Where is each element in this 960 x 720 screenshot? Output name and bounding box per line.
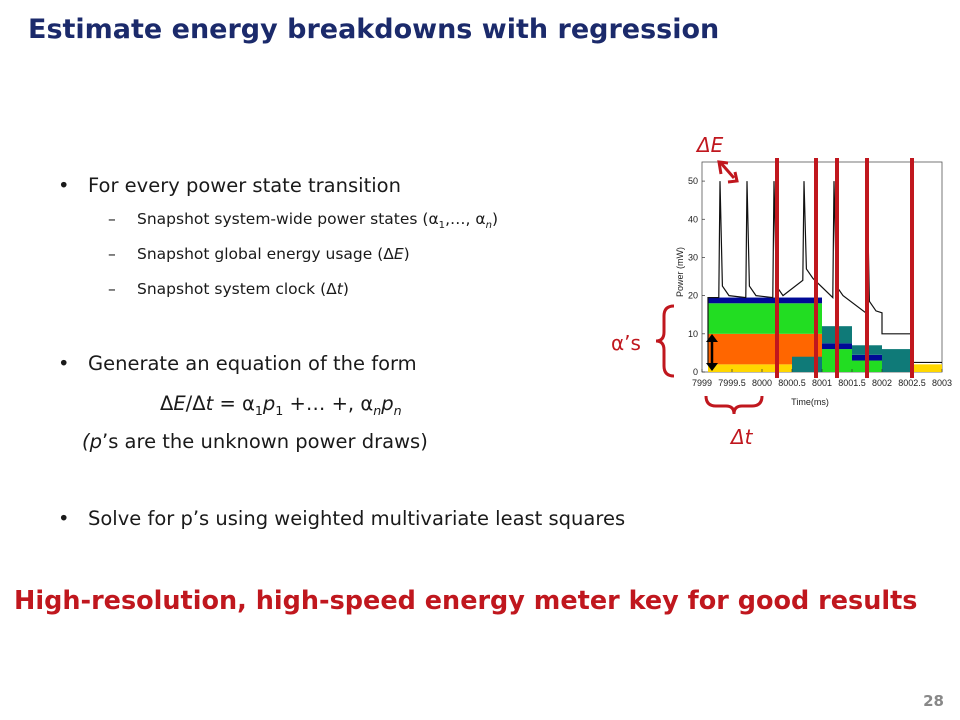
pi-arrow-head-top — [706, 334, 718, 342]
delta-e-arrow-shaft — [718, 161, 736, 179]
bullet-dot: • — [58, 174, 70, 197]
page-number: 28 — [923, 692, 944, 710]
bullet-equation-form: • Generate an equation of the form — [58, 352, 417, 375]
chart-axes: 7999 7999.5 8000 8000.5 8001 8001.5 8002 8002.5… — [688, 176, 952, 388]
y-tick-label-5: 50 — [688, 176, 698, 186]
alphas-brace — [655, 304, 675, 378]
x-tick-label-2: 8000 — [752, 378, 772, 388]
y-tick-label-0: 0 — [693, 367, 698, 377]
x-axis-label: Time(ms) — [791, 397, 829, 407]
pi-arrow-head-bottom — [706, 363, 718, 371]
alphas-label: α’s — [611, 331, 641, 355]
layer-0-segment-0 — [708, 364, 822, 372]
sub-bullet-power-states: – Snapshot system-wide power states (α1,…… — [108, 210, 499, 232]
equation: ΔE/Δt = α1p1 +… +, αnpn — [160, 392, 402, 418]
x-tick-label-1: 7999.5 — [718, 378, 746, 388]
y-tick-label-4: 40 — [688, 214, 698, 224]
bullet-dot: • — [58, 507, 70, 530]
delta-e-arrow-head — [727, 171, 739, 184]
delta-t-brace — [704, 395, 764, 415]
layer-0-segment-2 — [912, 364, 942, 372]
bullet-least-squares: • Solve for p’s using weighted multivaria… — [58, 507, 626, 530]
sub-bullet-energy-usage: – Snapshot global energy usage (ΔE) — [108, 245, 410, 263]
x-tick-label-3: 8000.5 — [778, 378, 806, 388]
layer-4-segment-3 — [882, 349, 912, 372]
delta-t-label: Δt — [731, 425, 753, 449]
annotation-overlay — [655, 158, 914, 415]
power-trace-line — [707, 181, 942, 365]
bullet-power-transition: • For every power state transition — [58, 174, 401, 197]
x-tick-label-0: 7999 — [692, 378, 712, 388]
chart-marks — [707, 181, 942, 372]
x-tick-label-7: 8002.5 — [898, 378, 926, 388]
y-tick-label-2: 20 — [688, 291, 698, 301]
y-tick-label-1: 10 — [688, 329, 698, 339]
sub-bullet-system-clock: – Snapshot system clock (Δt) — [108, 280, 349, 298]
delta-e-label: ΔE — [697, 133, 724, 157]
layer-3-segment-0 — [708, 297, 822, 304]
x-tick-label-6: 8002 — [872, 378, 892, 388]
layer-2-segment-0 — [708, 303, 822, 334]
conclusion-text: High-resolution, high-speed energy meter… — [14, 586, 918, 616]
x-tick-label-5: 8001.5 — [838, 378, 866, 388]
x-tick-label-8: 8003 — [932, 378, 952, 388]
x-tick-label-4: 8001 — [812, 378, 832, 388]
page-title: Estimate energy breakdowns with regressi… — [28, 14, 720, 45]
equation-note: (p’s are the unknown power draws) — [82, 430, 428, 453]
delta-e-arrow-tail — [717, 160, 729, 175]
bullet-dot: • — [58, 352, 70, 375]
y-axis-label: Power (mW) — [675, 247, 685, 297]
y-tick-label-3: 30 — [688, 252, 698, 262]
